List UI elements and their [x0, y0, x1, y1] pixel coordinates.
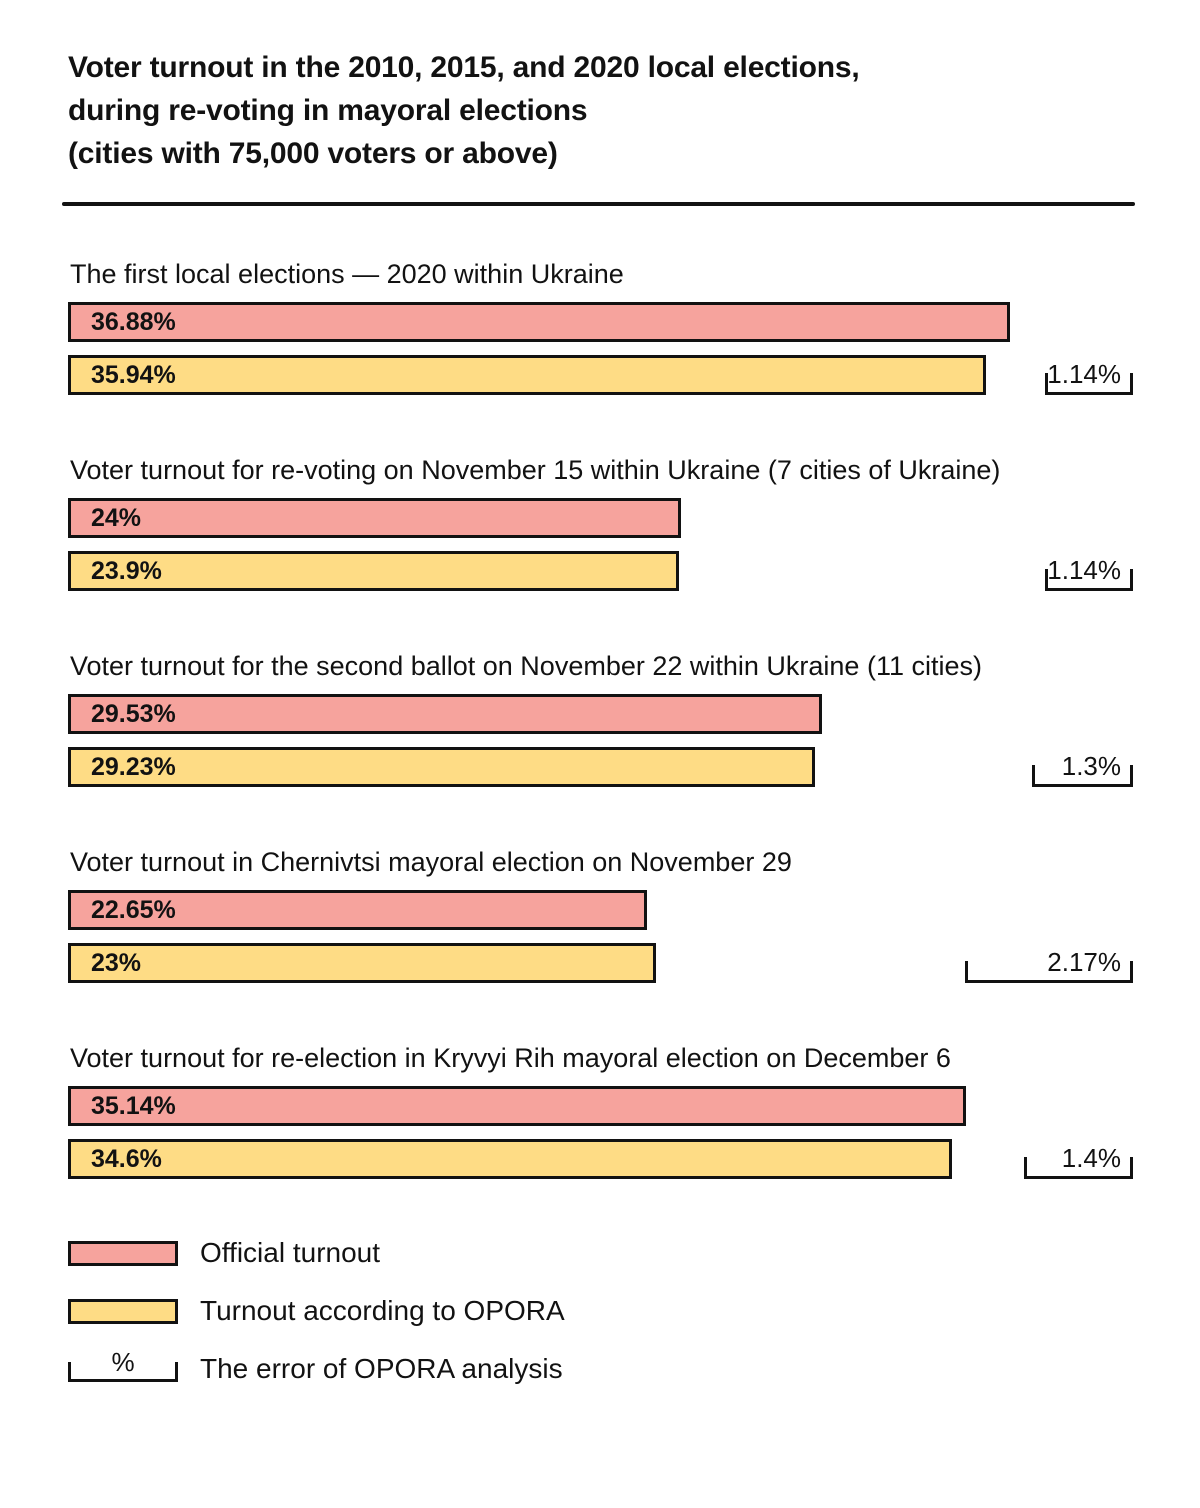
opora-turnout-bar: 23.9% — [68, 551, 679, 591]
election-group-2: Voter turnout for re-voting on November … — [68, 455, 1133, 591]
opora-turnout-bar: 35.94% — [68, 355, 986, 395]
official-turnout-value: 35.14% — [91, 1091, 176, 1120]
official-turnout-swatch — [68, 1240, 178, 1266]
opora-turnout-bar: 23% — [68, 943, 656, 983]
percent-symbol: % — [111, 1347, 135, 1377]
title-line-3: (cities with 75,000 voters or above) — [68, 137, 558, 170]
title-line-2: during re-voting in mayoral elections — [68, 94, 588, 127]
error-bracket: 1.3% — [1032, 753, 1133, 787]
legend-label-opora: Turnout according to OPORA — [200, 1295, 565, 1326]
content-area: Voter turnout in the 2010, 2015, and 202… — [62, 46, 1135, 1384]
official-turnout-bar: 35.14% — [68, 1086, 966, 1126]
error-value: 1.14% — [1047, 555, 1121, 585]
opora-turnout-swatch — [68, 1298, 178, 1324]
opora-turnout-value: 29.23% — [91, 752, 176, 781]
title-line-1: Voter turnout in the 2010, 2015, and 202… — [68, 51, 860, 84]
official-turnout-value: 24% — [91, 503, 142, 532]
error-value: 1.14% — [1047, 359, 1121, 389]
group-label: Voter turnout for the second ballot on N… — [70, 651, 982, 681]
election-group-5: Voter turnout for re-election in Kryvyi … — [68, 1043, 1133, 1179]
election-group-4: Voter turnout in Chernivtsi mayoral elec… — [68, 847, 1133, 983]
official-turnout-value: 22.65% — [91, 895, 176, 924]
opora-turnout-value: 23% — [91, 948, 142, 977]
opora-turnout-bar: 29.23% — [68, 747, 815, 787]
election-group-1: The first local elections — 2020 within … — [68, 259, 1133, 395]
title-divider — [62, 202, 1135, 206]
error-value: 1.3% — [1061, 751, 1121, 781]
error-bracket-swatch: % — [68, 1349, 178, 1382]
error-bracket: 1.14% — [1045, 557, 1133, 591]
chart-groups: The first local elections — 2020 within … — [68, 259, 1133, 1179]
opora-turnout-value: 34.6% — [91, 1144, 162, 1173]
group-label: Voter turnout in Chernivtsi mayoral elec… — [70, 847, 792, 877]
official-turnout-bar: 36.88% — [68, 302, 1010, 342]
official-turnout-value: 36.88% — [91, 307, 176, 336]
official-turnout-bar: 29.53% — [68, 694, 822, 734]
error-value: 2.17% — [1047, 947, 1121, 977]
page-title: Voter turnout in the 2010, 2015, and 202… — [68, 46, 1133, 175]
legend: Official turnout Turnout according to OP… — [68, 1237, 1133, 1384]
legend-row-error: % The error of OPORA analysis — [68, 1349, 1133, 1384]
legend-row-opora: Turnout according to OPORA — [68, 1295, 1133, 1326]
group-label: Voter turnout for re-election in Kryvyi … — [70, 1043, 951, 1073]
legend-label-error: The error of OPORA analysis — [200, 1353, 563, 1384]
opora-turnout-value: 35.94% — [91, 360, 176, 389]
opora-turnout-value: 23.9% — [91, 556, 162, 585]
election-group-3: Voter turnout for the second ballot on N… — [68, 651, 1133, 787]
official-turnout-value: 29.53% — [91, 699, 176, 728]
group-label: The first local elections — 2020 within … — [70, 259, 624, 289]
legend-row-official: Official turnout — [68, 1237, 1133, 1268]
error-bracket: 1.14% — [1045, 361, 1133, 395]
opora-turnout-bar: 34.6% — [68, 1139, 952, 1179]
error-value: 1.4% — [1061, 1143, 1121, 1173]
group-label: Voter turnout for re-voting on November … — [70, 455, 1001, 485]
official-turnout-bar: 22.65% — [68, 890, 647, 930]
error-bracket: 1.4% — [1024, 1145, 1133, 1179]
error-bracket: 2.17% — [965, 949, 1133, 983]
official-turnout-bar: 24% — [68, 498, 681, 538]
legend-label-official: Official turnout — [200, 1237, 381, 1268]
